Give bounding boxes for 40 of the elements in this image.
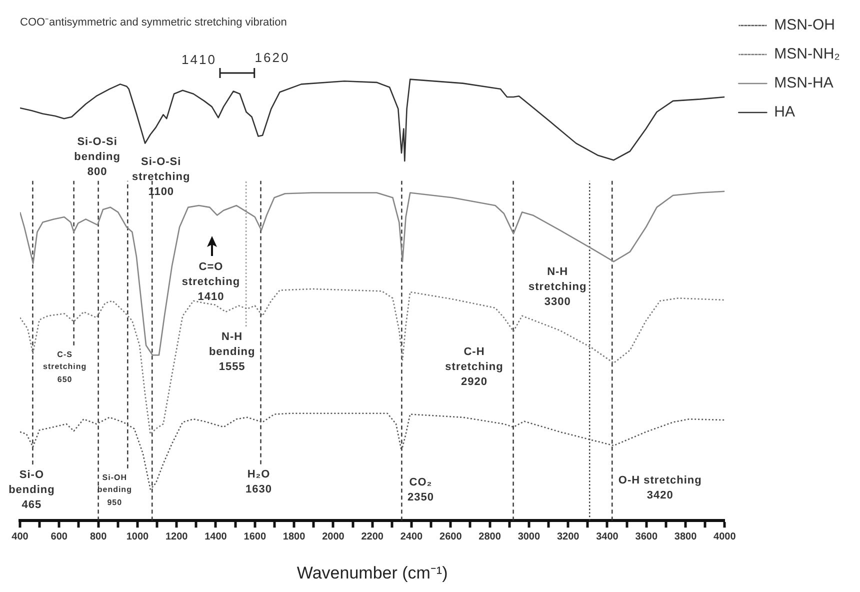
ref-line-label: O-H stretching 3420 — [618, 473, 702, 504]
x-tick-label: 2000 — [322, 531, 345, 542]
x-axis-title: Wavenumber (cm⁻¹) — [296, 563, 448, 582]
x-tick-label: 3200 — [556, 531, 580, 542]
text: 1410 — [182, 52, 216, 66]
ref-line-label: C-H stretching 2920 — [445, 344, 504, 390]
x-tick-label: 2800 — [478, 531, 502, 542]
x-tick-label: 1000 — [126, 531, 150, 542]
x-tick-label: 2600 — [440, 531, 462, 542]
text: C=O stretching — [182, 260, 240, 288]
x-tick-label: 3000 — [518, 531, 540, 542]
x-tick-label: 1400 — [204, 531, 228, 542]
chart-title: COO⁻antisymmetric and symmetric stretching vibration — [20, 16, 287, 29]
ref-line-label: N-H stretching 3300 — [528, 264, 587, 310]
x-tick-label: 2400 — [400, 531, 424, 542]
ref-line-label: H₂O 1630 — [246, 467, 272, 498]
x-tick-label: 3400 — [596, 531, 619, 542]
x-tick-label: 1600 — [244, 531, 266, 542]
ref-line-label: N-H bending 1555 — [208, 330, 256, 376]
ref-line-label: Si-OH bending 950 — [97, 471, 132, 509]
x-tick-label: 600 — [50, 531, 68, 542]
x-tick-label: 4000 — [714, 531, 736, 542]
legend-label: MSN-HA — [774, 74, 834, 92]
x-tick-label: 800 — [90, 531, 108, 542]
ref-line-label: Si-O-Si bending 800 — [74, 134, 120, 180]
x-tick-label: 1200 — [165, 531, 188, 542]
x-tick-label: 2200 — [361, 531, 384, 542]
legend-label: MSN-NH₂ — [774, 46, 840, 63]
ref-line-label: Si-O-Si stretching 1100 — [132, 154, 190, 200]
ref-line-label: C-S stretching 650 — [42, 348, 87, 386]
x-tick-label: 400 — [12, 531, 29, 542]
ref-line-label: CO₂ 2350 — [407, 475, 434, 506]
x-tick-label: 3800 — [674, 531, 698, 542]
x-tick-label: 3600 — [635, 531, 658, 542]
legend-label: HA — [774, 104, 796, 121]
annotation: 1410 — [198, 291, 224, 304]
x-tick-label: 1800 — [282, 531, 306, 542]
ref-line-label: Si-O bending 465 — [8, 468, 55, 514]
text: 1620 — [254, 48, 290, 66]
legend-label: MSN-OH — [774, 16, 836, 34]
